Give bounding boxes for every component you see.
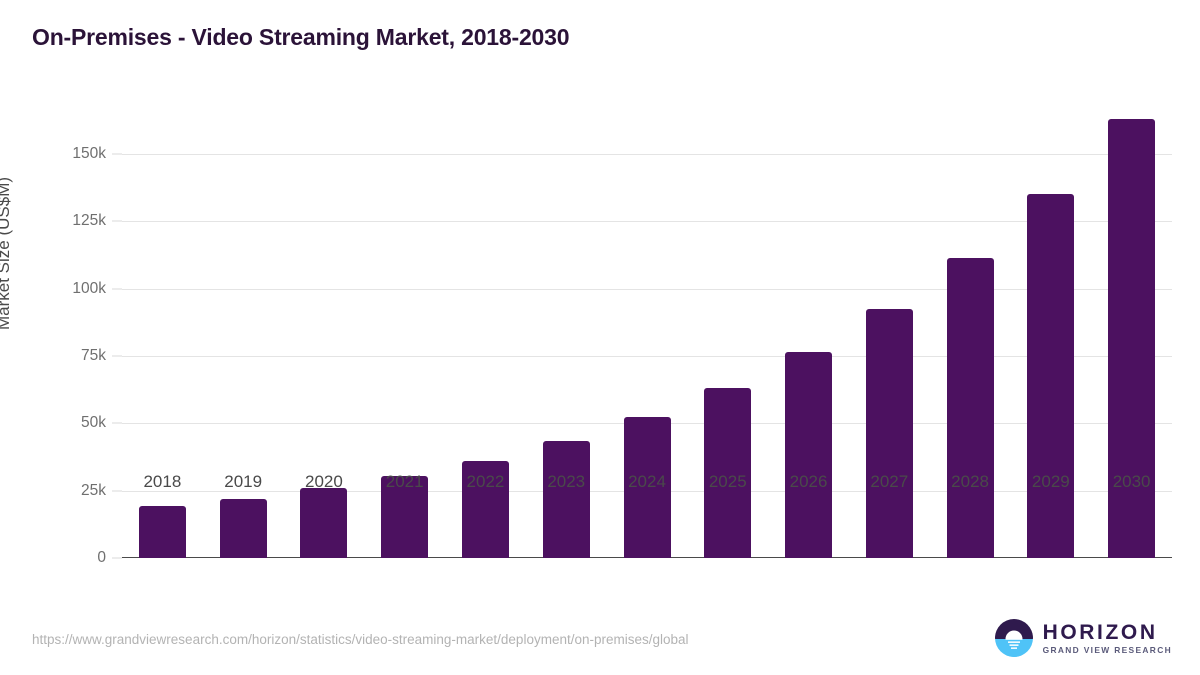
- x-tick-label: 2019: [224, 472, 263, 491]
- y-axis-title: Market Size (US$M): [0, 176, 13, 330]
- y-tick-label: 100k: [72, 279, 106, 297]
- bar[interactable]: [623, 417, 671, 558]
- bar-slot[interactable]: [219, 100, 267, 558]
- gridline: [122, 355, 1172, 357]
- horizon-sun-circle-icon: [994, 619, 1033, 657]
- x-tick-label: 2025: [708, 472, 747, 491]
- y-tick-label: 150k: [72, 144, 106, 162]
- y-tick-label: 0: [97, 549, 106, 566]
- bar[interactable]: [138, 505, 186, 558]
- logo-title: HORIZON: [1042, 620, 1158, 644]
- x-tick-label: 2026: [789, 472, 828, 491]
- bar[interactable]: [704, 387, 752, 558]
- bar[interactable]: [542, 440, 590, 558]
- y-tick-label: 125k: [72, 212, 106, 230]
- x-tick-label: 2018: [143, 472, 182, 491]
- bar[interactable]: [1108, 118, 1156, 558]
- bar-slot[interactable]: [461, 100, 509, 558]
- bar-series: [122, 100, 1172, 558]
- x-tick-label: 2028: [951, 472, 989, 491]
- y-tick-mark: [112, 288, 122, 290]
- x-tick-label: 2020: [305, 472, 343, 491]
- logo-text-block: HORIZON GRAND VIEW RESEARCH: [1043, 622, 1172, 654]
- y-tick-mark: [112, 490, 122, 492]
- logo-subtitle: GRAND VIEW RESEARCH: [1042, 644, 1172, 655]
- bar-slot[interactable]: [542, 100, 590, 558]
- bar[interactable]: [219, 499, 267, 558]
- bar[interactable]: [300, 487, 348, 558]
- bar[interactable]: [946, 257, 994, 558]
- gridline: [122, 221, 1172, 223]
- bar-slot[interactable]: [138, 100, 186, 558]
- y-tick-label: 25k: [81, 481, 106, 499]
- horizon-logo: HORIZON GRAND VIEW RESEARCH: [994, 618, 1172, 658]
- gridline: [122, 288, 1172, 290]
- x-tick-label: 2023: [547, 472, 586, 491]
- x-tick-label: 2030: [1112, 472, 1151, 491]
- bar-slot[interactable]: [1108, 100, 1156, 558]
- y-tick-mark: [112, 153, 122, 155]
- x-tick-label: 2021: [385, 472, 424, 491]
- x-tick-label: 2027: [870, 472, 909, 491]
- y-tick-mark: [112, 355, 122, 357]
- y-tick-label: 75k: [81, 346, 106, 364]
- bar[interactable]: [785, 352, 833, 558]
- x-tick-label: 2024: [628, 472, 666, 491]
- y-tick-label: 50k: [81, 414, 106, 432]
- bar-slot[interactable]: [300, 100, 348, 558]
- bar[interactable]: [461, 461, 509, 558]
- y-tick-mark: [112, 422, 122, 424]
- x-tick-label: 2029: [1031, 472, 1070, 491]
- y-tick-mark: [112, 220, 122, 222]
- bar-slot[interactable]: [1027, 100, 1075, 558]
- bar[interactable]: [1027, 194, 1075, 558]
- bar-slot[interactable]: [946, 100, 994, 558]
- bar[interactable]: [865, 309, 913, 558]
- bar-slot[interactable]: [381, 100, 429, 558]
- bar-slot[interactable]: [865, 100, 913, 558]
- page-title: On-Premises - Video Streaming Market, 20…: [32, 24, 570, 50]
- bar[interactable]: [381, 475, 429, 558]
- gridline: [122, 153, 1172, 155]
- bar-slot[interactable]: [623, 100, 671, 558]
- x-tick-label: 2022: [466, 472, 505, 491]
- y-tick-mark: [112, 557, 122, 559]
- bar-slot[interactable]: [785, 100, 833, 558]
- source-url[interactable]: https://www.grandviewresearch.com/horizo…: [32, 632, 689, 647]
- bar-slot[interactable]: [704, 100, 752, 558]
